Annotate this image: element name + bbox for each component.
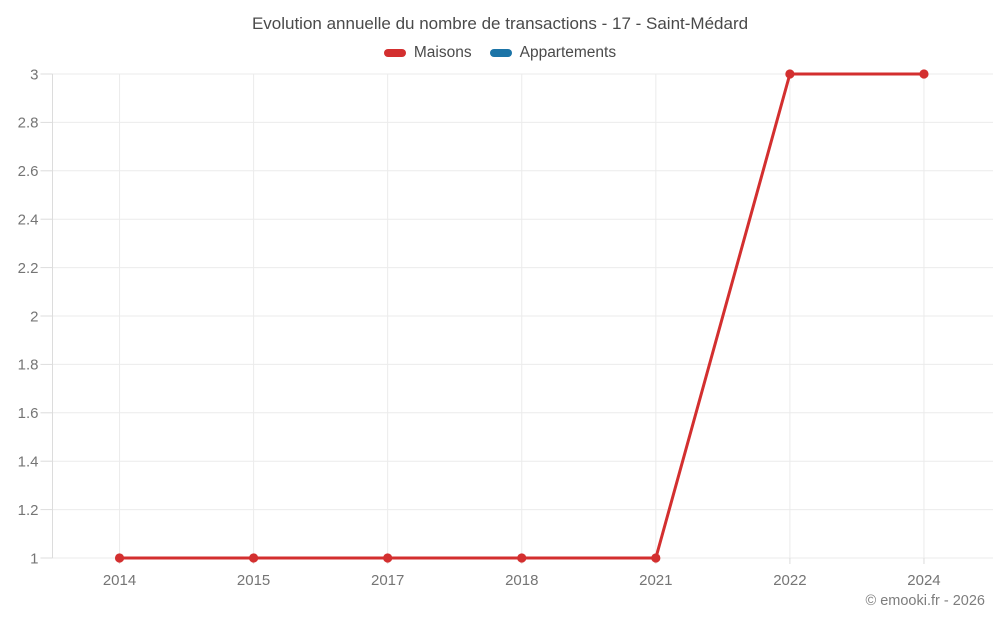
- legend-label: Appartements: [519, 44, 617, 61]
- legend-label: Maisons: [413, 44, 472, 61]
- copyright-text: © emooki.fr - 2026: [865, 593, 985, 609]
- y-axis-label: 1.2: [18, 502, 39, 519]
- y-axis-label: 2.6: [18, 163, 39, 180]
- data-point-maisons-2022[interactable]: [785, 69, 795, 79]
- x-axis-label: 2024: [907, 572, 940, 589]
- data-point-maisons-2014[interactable]: [114, 553, 125, 563]
- data-point-maisons-2024[interactable]: [919, 69, 929, 79]
- x-axis-label: 2021: [639, 572, 672, 589]
- data-point-maisons-2017[interactable]: [383, 553, 393, 563]
- chart-legend: Maisons Appartements: [0, 44, 1000, 62]
- y-axis-label: 2.2: [18, 260, 39, 277]
- y-axis-label: 1.4: [18, 453, 39, 470]
- y-axis-label: 2.8: [18, 115, 39, 132]
- y-axis-label: 3: [30, 66, 38, 83]
- y-axis-label: 2.4: [18, 211, 39, 228]
- y-axis-label: 2: [30, 308, 38, 325]
- x-axis-label: 2017: [371, 572, 404, 589]
- y-axis-label: 1.6: [18, 405, 39, 422]
- x-axis-label: 2018: [505, 572, 538, 589]
- y-axis-label: 1: [30, 550, 38, 567]
- x-axis-label: 2015: [237, 572, 270, 589]
- x-axis-label: 2022: [773, 572, 806, 589]
- y-axis-label: 1.8: [18, 357, 39, 374]
- data-point-maisons-2021[interactable]: [651, 553, 661, 563]
- chart-title: Evolution annuelle du nombre de transact…: [251, 14, 749, 33]
- x-axis-label: 2014: [103, 572, 136, 589]
- legend-swatch-icon: [383, 49, 406, 57]
- legend-swatch-icon: [489, 49, 512, 57]
- data-point-maisons-2015[interactable]: [249, 553, 259, 563]
- legend-item-appartements[interactable]: Appartements: [489, 44, 617, 62]
- data-point-maisons-2018[interactable]: [517, 553, 527, 563]
- legend-item-maisons[interactable]: Maisons: [383, 44, 472, 62]
